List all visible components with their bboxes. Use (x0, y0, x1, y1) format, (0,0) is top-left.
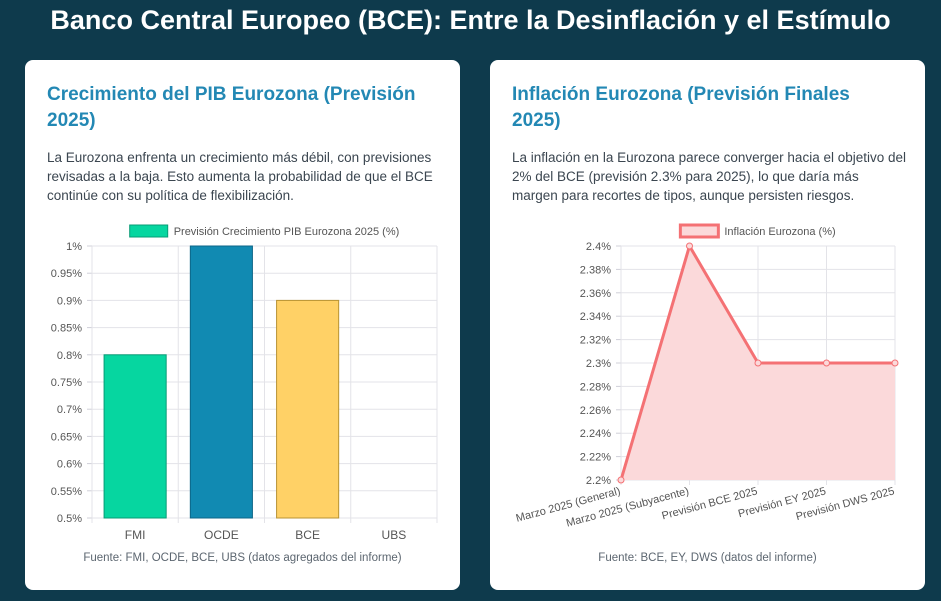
y-tick-label: 2.2% (586, 475, 611, 487)
y-tick-label: 0.65% (51, 431, 82, 443)
y-tick-label: 0.95% (51, 268, 82, 280)
y-tick-label: 2.32% (580, 335, 611, 347)
legend-swatch (678, 223, 720, 239)
y-tick-label: 0.75% (51, 377, 82, 389)
y-tick-label: 0.55% (51, 486, 82, 498)
inflation-card-source: Fuente: BCE, EY, DWS (datos del informe) (598, 552, 817, 564)
legend-label: Previsión Crecimiento PIB Eurozona 2025 … (174, 226, 400, 238)
y-tick-label: 2.28% (580, 381, 611, 393)
gdp-growth-card: Crecimiento del PIB Eurozona (Previsión … (25, 60, 460, 590)
gdp-card-source: Fuente: FMI, OCDE, BCE, UBS (datos agreg… (83, 552, 402, 564)
bar-fmi (103, 354, 167, 519)
y-tick-label: 2.22% (580, 452, 611, 464)
inflation-card-title: Inflación Eurozona (Previsión Finales 20… (512, 84, 850, 131)
y-tick-label: 0.8% (57, 350, 82, 362)
x-tick-label: OCDE (204, 528, 239, 542)
legend-swatch (129, 224, 169, 238)
page-title: Banco Central Europeo (BCE): Entre la De… (50, 5, 891, 35)
gdp-card-description: La Eurozona enfrenta un crecimiento más … (47, 150, 433, 203)
y-tick-label: 0.6% (57, 459, 82, 471)
data-point (823, 359, 830, 367)
gdp-card-title: Crecimiento del PIB Eurozona (Previsión … (47, 84, 416, 131)
legend-label: Inflación Eurozona (%) (724, 226, 835, 238)
y-tick-label: 2.24% (580, 428, 611, 440)
inflation-card-description: La inflación en la Eurozona parece conve… (512, 150, 907, 203)
x-tick-label: FMI (125, 528, 146, 542)
y-tick-label: 0.7% (57, 404, 82, 416)
y-tick-label: 2.26% (580, 405, 611, 417)
y-tick-label: 0.85% (51, 323, 82, 335)
y-tick-label: 2.3% (586, 358, 611, 370)
data-point (754, 359, 762, 367)
y-tick-label: 2.4% (586, 241, 611, 253)
bar-ocde (189, 245, 253, 519)
y-tick-label: 2.34% (580, 311, 611, 323)
bar-bce (276, 299, 340, 519)
x-tick-label: UBS (382, 528, 407, 542)
y-tick-label: 0.5% (57, 513, 82, 525)
gdp-bar-chart: 0.5% 0.55% 0.6% 0.65% 0.7% 0.75% 0.8% 0.85% 0.9%… (51, 224, 438, 542)
y-tick-label: 2.36% (580, 288, 611, 300)
x-tick-label: BCE (295, 528, 320, 542)
y-tick-label: 2.38% (580, 264, 611, 276)
inflation-card: Inflación Eurozona (Previsión Finales 20… (490, 60, 925, 590)
y-tick-label: 1% (66, 241, 82, 253)
y-tick-label: 0.9% (57, 295, 82, 307)
inflation-line-chart: 2.2% 2.22% 2.24% 2.26% 2.28% 2.3% 2.32% 2.34% 2.… (515, 223, 899, 530)
data-point (686, 242, 693, 250)
data-point (617, 476, 625, 484)
data-point (891, 359, 899, 367)
